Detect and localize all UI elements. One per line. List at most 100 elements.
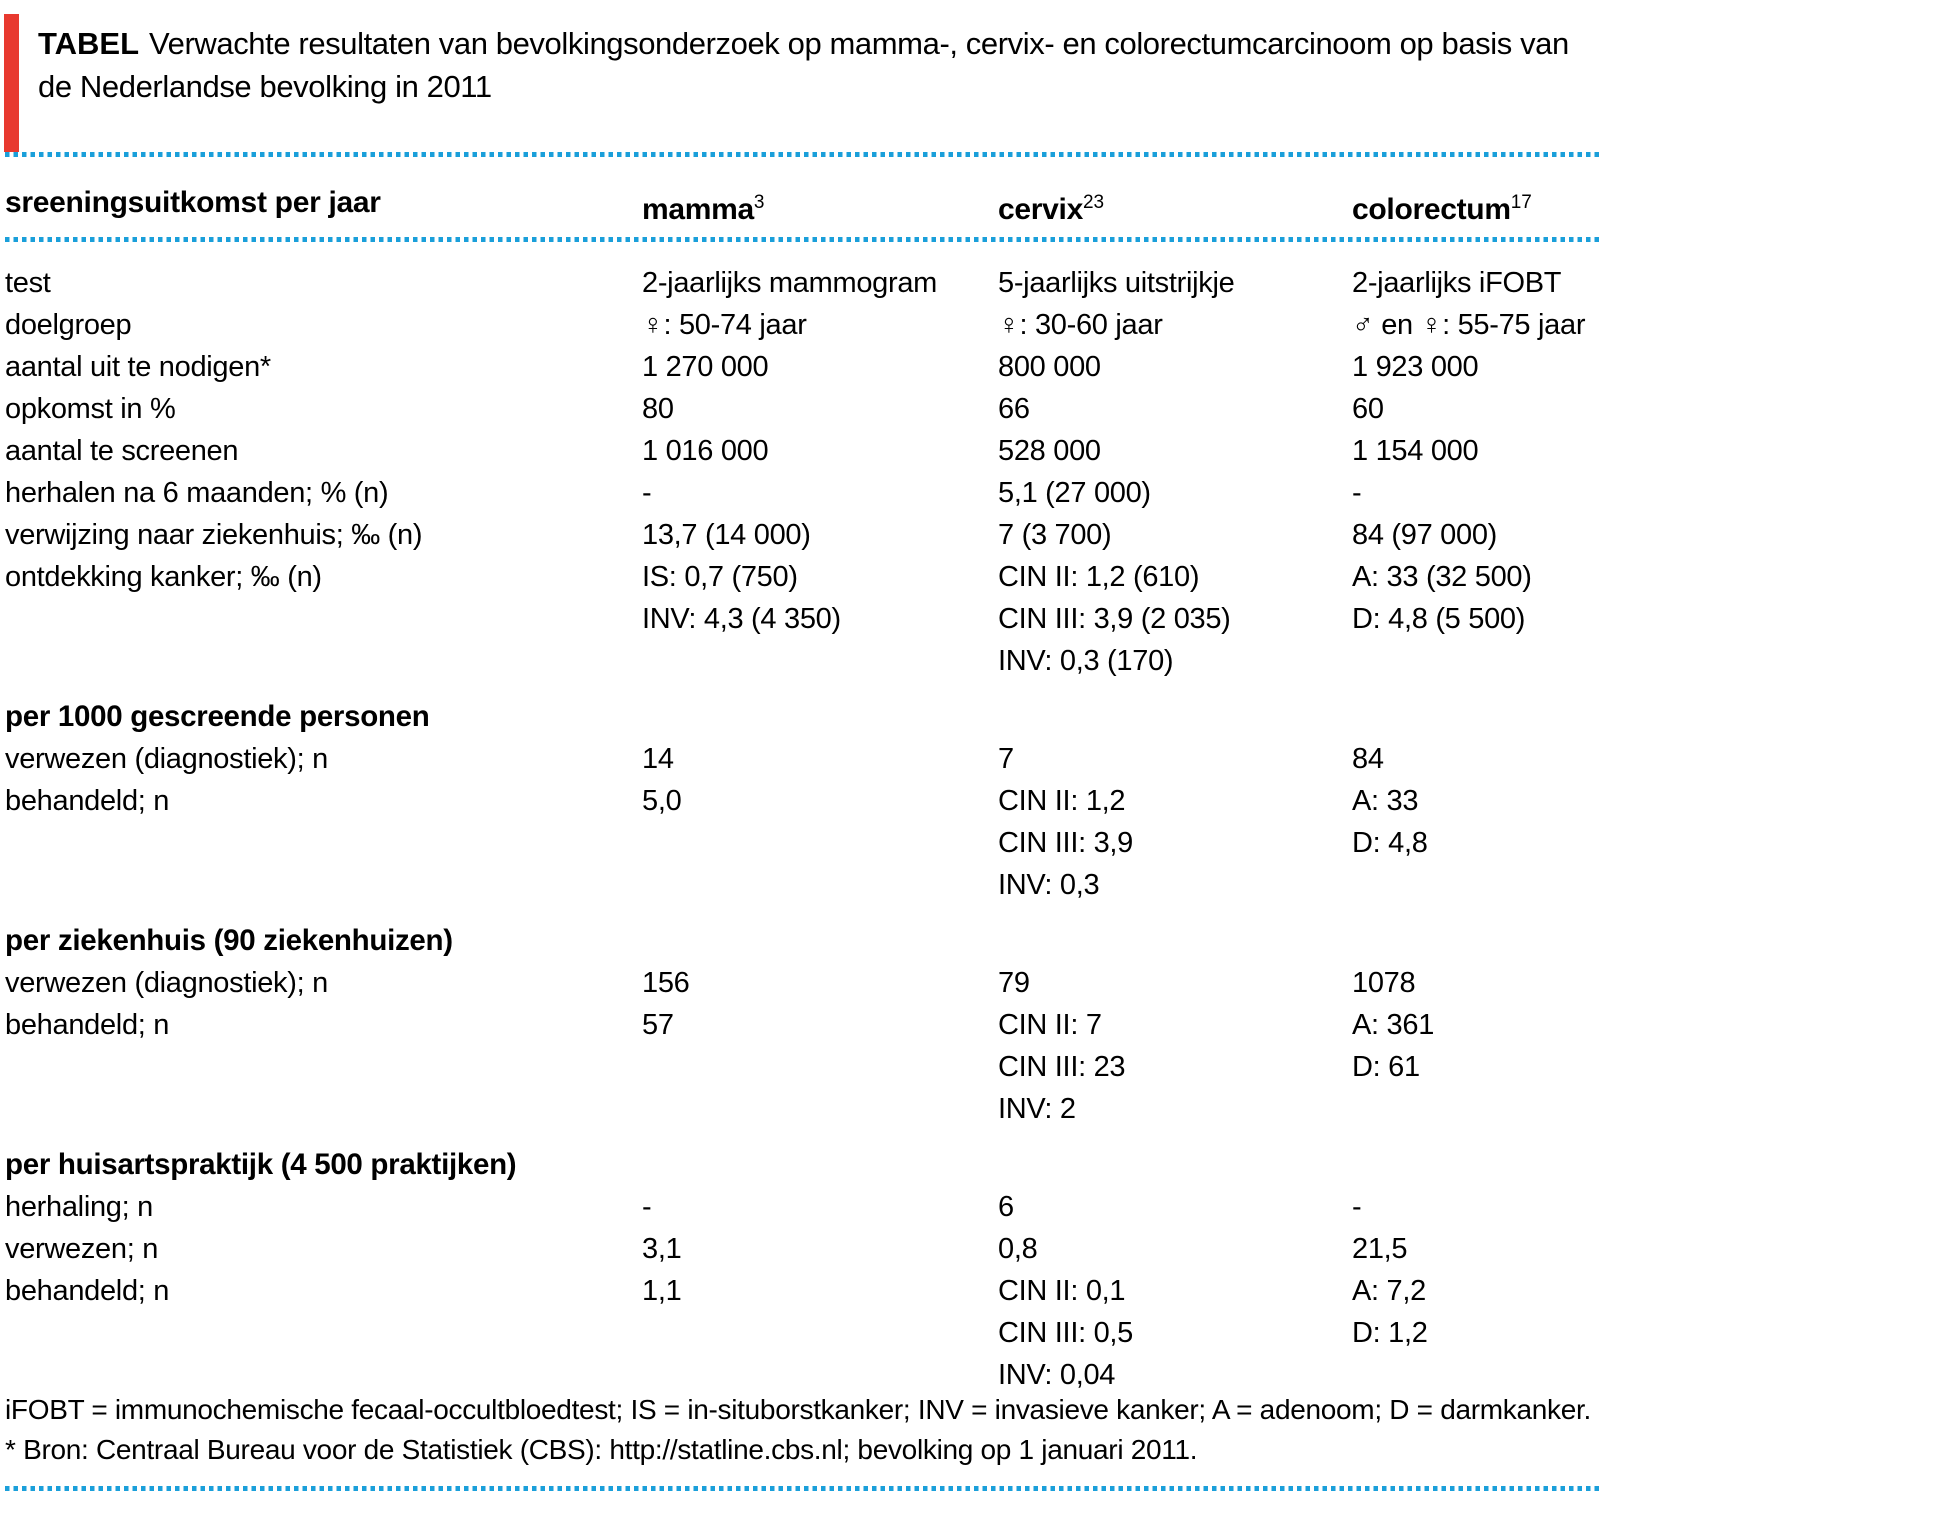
row-label: behandeld; n <box>5 1009 170 1041</box>
cell-line: 1 016 000 <box>642 435 769 467</box>
row-label: test <box>5 267 51 299</box>
table-row: behandeld; n 1,1 CIN II: 0,1 CIN III: 0,5 IN… <box>5 1270 1602 1396</box>
cell-line: 80 <box>642 393 674 425</box>
cell-colorectum: A: 33 (32 500) D: 4,8 (5 500) <box>1352 556 1602 682</box>
cell-line: INV: 2 <box>998 1093 1076 1125</box>
cell-line: 5-jaarlijks uitstrijkje <box>998 267 1235 299</box>
cell-line: A: 7,2 <box>1352 1275 1426 1307</box>
row-label: opkomst in % <box>5 393 176 425</box>
cell-line: INV: 4,3 (4 350) <box>642 603 841 635</box>
header-col-mamma-label: mamma <box>642 193 754 226</box>
cell-line: - <box>642 477 652 509</box>
cell-mamma: - <box>642 1186 998 1228</box>
cell-line: CIN II: 1,2 <box>998 785 1126 817</box>
cell-cervix: 79 <box>998 962 1352 1004</box>
cell-mamma: 5,0 <box>642 780 998 906</box>
table-row: verwezen; n 3,1 0,8 21,5 <box>5 1228 1602 1270</box>
cell-line: 7 <box>998 743 1014 775</box>
caption-label: TABEL <box>38 26 140 61</box>
cell-line: 5,0 <box>642 785 682 817</box>
cell-colorectum: 1 923 000 <box>1352 346 1602 388</box>
header-col-mamma: mamma3 <box>642 183 998 230</box>
cell-line: A: 33 <box>1352 785 1419 817</box>
cell-cervix: CIN II: 1,2 (610) CIN III: 3,9 (2 035) INV… <box>998 556 1352 682</box>
cell-line: 1 154 000 <box>1352 435 1479 467</box>
table-row: ontdekking kanker; ‰ (n) IS: 0,7 (750) INV… <box>5 556 1602 682</box>
row-label: aantal te screenen <box>5 435 239 467</box>
header-col-cervix-label: cervix <box>998 193 1083 226</box>
header-col-colorectum-label: colorectum <box>1352 193 1511 226</box>
cell-colorectum: ♂ en ♀: 55-75 jaar <box>1352 304 1602 346</box>
cell-line: 1 270 000 <box>642 351 769 383</box>
row-label: herhaling; n <box>5 1191 153 1223</box>
table-header-row: sreeningsuitkomst per jaar mamma3 cervix… <box>5 183 1602 230</box>
table-row: behandeld; n 5,0 CIN II: 1,2 CIN III: 3,9 IN… <box>5 780 1602 906</box>
cell-line: 1,1 <box>642 1275 682 1307</box>
cell-line: ♂ en ♀: 55-75 jaar <box>1352 309 1586 341</box>
cell-cervix: 6 <box>998 1186 1352 1228</box>
cell-mamma: 13,7 (14 000) <box>642 514 998 556</box>
cell-mamma: 80 <box>642 388 998 430</box>
cell-colorectum: 1078 <box>1352 962 1602 1004</box>
cell-line: D: 61 <box>1352 1051 1420 1083</box>
cell-colorectum: A: 7,2 D: 1,2 <box>1352 1270 1602 1396</box>
row-label: verwezen (diagnostiek); n <box>5 743 328 775</box>
cell-line: 5,1 (27 000) <box>998 477 1151 509</box>
cell-mamma: 14 <box>642 738 998 780</box>
header-col-colorectum-ref: 17 <box>1510 192 1532 213</box>
cell-line: D: 4,8 <box>1352 827 1428 859</box>
row-label: herhalen na 6 maanden; % (n) <box>5 477 389 509</box>
header-col-colorectum: colorectum17 <box>1352 183 1602 230</box>
table-row: aantal uit te nodigen* 1 270 000 800 000 1 … <box>5 346 1602 388</box>
cell-line: A: 33 (32 500) <box>1352 561 1532 593</box>
row-label: behandeld; n <box>5 785 170 817</box>
cell-line: 1 923 000 <box>1352 351 1479 383</box>
cell-line: 2-jaarlijks mammogram <box>642 267 938 299</box>
table-row: test 2-jaarlijks mammogram 5-jaarlijks uit… <box>5 262 1602 304</box>
cell-cervix: 800 000 <box>998 346 1352 388</box>
cell-line: 800 000 <box>998 351 1101 383</box>
cell-line: 528 000 <box>998 435 1101 467</box>
table-row: herhaling; n - 6 - <box>5 1186 1602 1228</box>
cell-colorectum: 84 <box>1352 738 1602 780</box>
cell-line: CIN III: 23 <box>998 1051 1126 1083</box>
header-col-mamma-ref: 3 <box>753 192 765 213</box>
cell-mamma: 3,1 <box>642 1228 998 1270</box>
cell-colorectum: A: 361 D: 61 <box>1352 1004 1602 1130</box>
header-col-cervix-ref: 23 <box>1082 192 1105 213</box>
row-label: verwezen; n <box>5 1233 159 1265</box>
cell-line: CIN III: 3,9 <box>998 827 1133 859</box>
cell-cervix: 5,1 (27 000) <box>998 472 1352 514</box>
dotted-divider-header <box>5 237 1602 242</box>
cell-line: INV: 0,3 <box>998 869 1100 901</box>
cell-line: 3,1 <box>642 1233 682 1265</box>
dotted-divider-bottom <box>5 1486 1602 1491</box>
cell-mamma: - <box>642 472 998 514</box>
cell-line: ♀: 30-60 jaar <box>998 309 1163 341</box>
cell-line: D: 1,2 <box>1352 1317 1428 1349</box>
cell-line: 79 <box>998 967 1030 999</box>
cell-line: CIN II: 7 <box>998 1009 1102 1041</box>
table-row: verwezen (diagnostiek); n 14 7 84 <box>5 738 1602 780</box>
cell-mamma: 2-jaarlijks mammogram <box>642 262 998 304</box>
cell-line: 6 <box>998 1191 1014 1223</box>
cell-line: 14 <box>642 743 674 775</box>
cell-cervix: 7 <box>998 738 1352 780</box>
cell-mamma: 57 <box>642 1004 998 1130</box>
table-row: herhalen na 6 maanden; % (n) - 5,1 (27 000… <box>5 472 1602 514</box>
cell-line: 13,7 (14 000) <box>642 519 811 551</box>
cell-line: 0,8 <box>998 1233 1038 1265</box>
cell-mamma: IS: 0,7 (750) INV: 4,3 (4 350) <box>642 556 998 682</box>
cell-cervix: CIN II: 1,2 CIN III: 3,9 INV: 0,3 <box>998 780 1352 906</box>
cell-line: 84 (97 000) <box>1352 519 1498 551</box>
table-row: verwezen (diagnostiek); n 156 79 1078 <box>5 962 1602 1004</box>
header-row-label: sreeningsuitkomst per jaar <box>5 186 381 219</box>
row-label: aantal uit te nodigen* <box>5 351 271 383</box>
cell-line: IS: 0,7 (750) <box>642 561 798 593</box>
cell-line: INV: 0,3 (170) <box>998 645 1174 677</box>
table-row: verwijzing naar ziekenhuis; ‰ (n) 13,7 (1… <box>5 514 1602 556</box>
footnote-abbreviations: iFOBT = immunochemische fecaal-occultblo… <box>5 1394 1591 1425</box>
section-heading: per ziekenhuis (90 ziekenhuizen) <box>5 924 453 957</box>
cell-mamma: 156 <box>642 962 998 1004</box>
cell-cervix: 528 000 <box>998 430 1352 472</box>
